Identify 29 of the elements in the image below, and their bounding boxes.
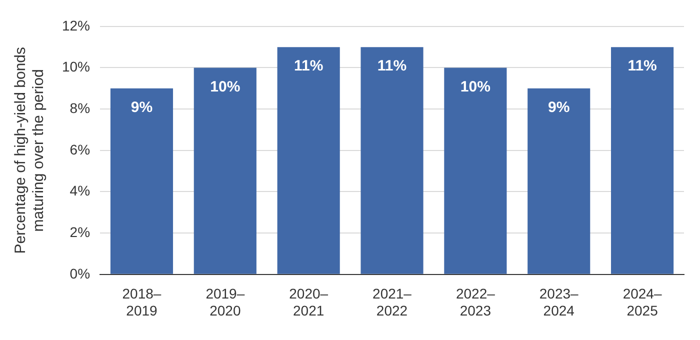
y-tick-label: 4% <box>70 182 90 199</box>
data-label: 11% <box>628 58 657 75</box>
data-label: 9% <box>548 99 570 116</box>
x-tick-label: 2020–2021 <box>289 286 328 318</box>
y-tick-label: 10% <box>62 58 90 75</box>
x-tick-label: 2022–2023 <box>456 286 496 318</box>
data-label: 11% <box>377 58 407 75</box>
x-tick-label: 2019–2020 <box>206 286 245 318</box>
bar <box>277 47 340 274</box>
data-label: 10% <box>460 78 490 96</box>
y-tick-label: 6% <box>70 141 90 158</box>
y-tick-label: 8% <box>70 100 90 116</box>
bar <box>194 68 256 274</box>
y-tick-label: 12% <box>62 17 90 34</box>
bar <box>110 88 174 274</box>
data-label: 9% <box>130 99 153 116</box>
bar <box>611 47 674 274</box>
bar <box>360 47 424 274</box>
x-tick-label: 2018–2019 <box>122 286 162 318</box>
bar <box>528 88 590 274</box>
data-label: 10% <box>210 78 240 96</box>
x-tick-label: 2024–2025 <box>622 286 662 318</box>
y-tick-label: 0% <box>70 265 90 282</box>
data-label: 11% <box>294 58 324 75</box>
y-axis-title: Percentage of high-yield bonds maturing over the period <box>12 46 48 254</box>
y-tick-label: 2% <box>70 224 90 240</box>
bar <box>444 68 507 274</box>
x-tick-label: 2023–2024 <box>539 286 579 318</box>
x-tick-label: 2021–2022 <box>372 286 412 318</box>
